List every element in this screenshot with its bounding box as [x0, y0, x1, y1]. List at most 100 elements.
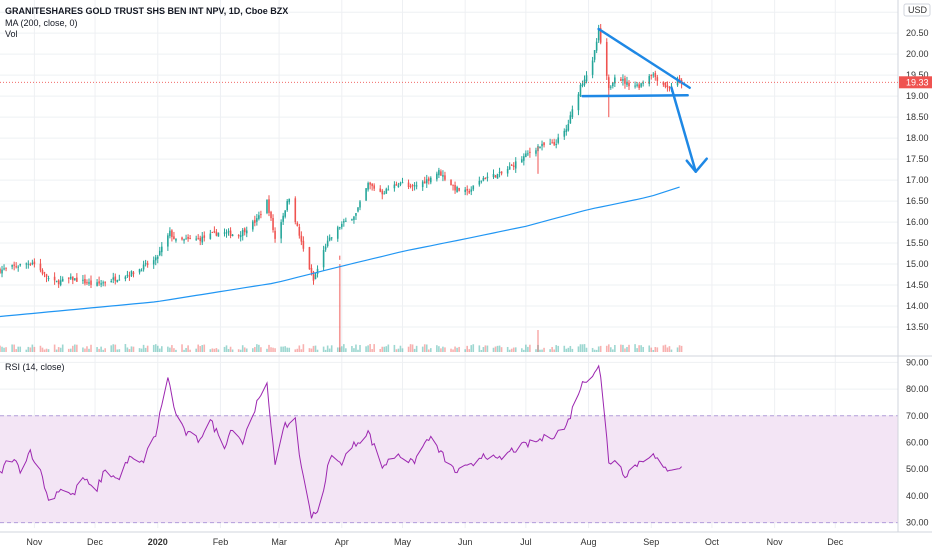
volume-bar [676, 347, 679, 352]
volume-bar [571, 348, 574, 352]
candle-body [512, 165, 515, 167]
volume-bar [442, 346, 444, 352]
candle-body [525, 153, 527, 158]
volume-bar [605, 345, 608, 352]
candle-body [496, 173, 499, 179]
candle-body [171, 230, 173, 237]
volume-bar [642, 346, 644, 352]
volume-bar [294, 349, 297, 352]
volume-bars [0, 264, 683, 352]
candle-body [411, 185, 414, 187]
volume-bar [523, 349, 525, 352]
candle-body [593, 50, 596, 60]
volume-bar [1, 346, 3, 352]
volume-bar [444, 347, 446, 352]
candle-body [31, 262, 34, 265]
volume-bar [429, 348, 432, 352]
candle-body [415, 185, 418, 187]
time-tick-label: Nov [767, 537, 784, 547]
price-tick-label: 13.50 [906, 322, 929, 332]
candle-body [425, 179, 428, 184]
candle-body [300, 235, 303, 242]
candle-body [197, 238, 200, 240]
candle-body [280, 222, 282, 239]
candle-body [268, 199, 270, 213]
candle-body [55, 280, 58, 282]
volume-bar [158, 348, 161, 352]
candle-body [510, 164, 513, 166]
volume-bar [612, 349, 614, 352]
candle-body [128, 275, 131, 277]
candle-body [648, 76, 651, 84]
volume-bar [167, 346, 169, 352]
time-tick-label: Jul [520, 537, 532, 547]
candle-body [492, 173, 495, 178]
candle-body [187, 236, 189, 239]
volume-bar [142, 344, 145, 352]
candle-body [209, 233, 212, 239]
volume-bar [500, 347, 503, 352]
candle-body [353, 216, 355, 220]
volume-bar [98, 348, 100, 352]
volume-bar [640, 345, 642, 352]
candle-body [294, 198, 297, 223]
candle-body [579, 84, 582, 96]
candle-body [484, 177, 487, 180]
volume-bar [3, 347, 5, 352]
candle-body [245, 230, 248, 234]
volume-bar [272, 347, 274, 352]
candle-body [351, 219, 353, 221]
candle-body [314, 274, 317, 280]
candle-body [169, 230, 171, 237]
candle-body [563, 130, 566, 137]
volume-bar [67, 348, 70, 352]
volume-bar [39, 345, 42, 352]
volume-bar [650, 347, 653, 352]
volume-bar [670, 349, 673, 352]
candle-body [343, 221, 345, 223]
time-tick-label: Apr [335, 537, 349, 547]
volume-bar [146, 345, 149, 352]
volume-bar [393, 344, 396, 352]
candle-body [112, 277, 115, 280]
time-tick-label: Sep [643, 537, 659, 547]
volume-bar [154, 344, 157, 352]
candle-body [98, 281, 100, 284]
candle-body [607, 77, 610, 89]
rsi-tick-label: 60.00 [906, 438, 929, 448]
candle-body [421, 181, 424, 188]
candle-body [577, 94, 580, 111]
time-tick-label: Jun [458, 537, 473, 547]
candle-body [642, 82, 644, 84]
candle-body [654, 73, 657, 78]
rsi-tick-label: 30.00 [906, 518, 929, 528]
candle-body [104, 282, 106, 284]
last-price-badge [899, 76, 932, 89]
price-tick-label: 18.00 [906, 133, 929, 143]
price-tick-label: 20.50 [906, 28, 929, 38]
volume-bar [61, 344, 64, 352]
candle-body [82, 279, 84, 281]
candle-body [605, 41, 608, 76]
candle-body [1, 269, 3, 274]
volume-bar [138, 348, 141, 352]
candle-body [622, 79, 624, 81]
volume-bar [563, 345, 566, 352]
volume-bar [41, 347, 44, 352]
volume-bar [90, 344, 92, 352]
volume-bar [401, 348, 404, 352]
candle-body [478, 180, 481, 185]
candle-body [397, 185, 400, 188]
volume-bar [227, 348, 230, 352]
volume-bar [654, 347, 657, 352]
volume-bar [599, 345, 602, 352]
volume-bar [478, 345, 481, 352]
candle-body [185, 238, 187, 240]
ma-legend: MA (200, close, 0) [5, 18, 78, 28]
price-tick-label: 15.50 [906, 238, 929, 248]
price-tick-label: 20.00 [906, 49, 929, 59]
volume-bar [132, 346, 135, 352]
candle-body [13, 264, 15, 266]
